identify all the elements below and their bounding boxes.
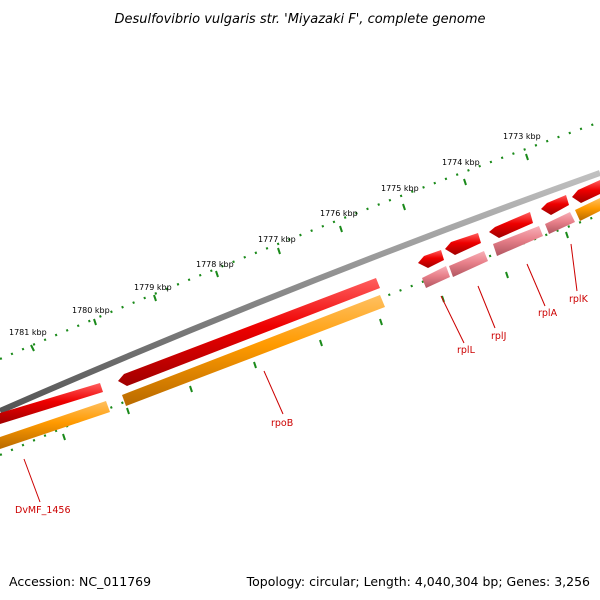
protein-rpob[interactable]	[122, 295, 385, 406]
gene-label-dvmf-1456[interactable]: DvMF_1456	[15, 505, 71, 516]
outer-major-ticks	[30, 153, 529, 352]
gene-label-rpll[interactable]: rplL	[457, 345, 476, 356]
protein-next[interactable]	[575, 198, 600, 221]
gene-leaders	[23, 243, 578, 503]
protein-track	[0, 198, 600, 449]
genome-backbone	[0, 170, 600, 414]
map-title: Desulfovibrio vulgaris str. 'Miyazaki F'…	[114, 12, 485, 27]
cds-track	[0, 180, 600, 424]
tick-label-1779: 1779 kbp	[134, 283, 172, 292]
cds-rplk-2[interactable]	[572, 180, 600, 203]
outer-scale-ring	[0, 120, 600, 361]
protein-dvmf-1456[interactable]	[0, 401, 110, 449]
tick-label-1773: 1773 kbp	[503, 132, 541, 141]
cds-rplj[interactable]	[445, 233, 481, 255]
protein-rplj[interactable]	[449, 251, 488, 277]
tick-label-1776: 1776 kbp	[320, 209, 358, 218]
tick-label-1775: 1775 kbp	[381, 184, 419, 193]
tick-label-1778: 1778 kbp	[196, 260, 234, 269]
cds-rpll[interactable]	[418, 250, 444, 268]
tick-label-1781: 1781 kbp	[9, 328, 47, 337]
tick-label-1780: 1780 kbp	[72, 306, 110, 315]
cds-rpla[interactable]	[489, 212, 533, 238]
gene-label-rpob[interactable]: rpoB	[271, 418, 293, 429]
cds-rplk-1[interactable]	[541, 195, 569, 215]
protein-rpla[interactable]	[493, 226, 543, 256]
cds-dvmf-1456[interactable]	[0, 383, 103, 424]
tick-label-1774: 1774 kbp	[442, 158, 480, 167]
tick-label-1777: 1777 kbp	[258, 235, 296, 244]
cds-rpob[interactable]	[118, 278, 380, 386]
gene-label-rplj[interactable]: rplJ	[491, 331, 506, 342]
gene-label-rpla[interactable]: rplA	[538, 308, 558, 319]
protein-rplk[interactable]	[545, 212, 575, 234]
gene-label-rplk[interactable]: rplK	[569, 294, 589, 305]
genome-summary-text: Topology: circular; Length: 4,040,304 bp…	[246, 574, 590, 589]
protein-rpll[interactable]	[422, 266, 450, 288]
accession-text: Accession: NC_011769	[9, 574, 151, 589]
